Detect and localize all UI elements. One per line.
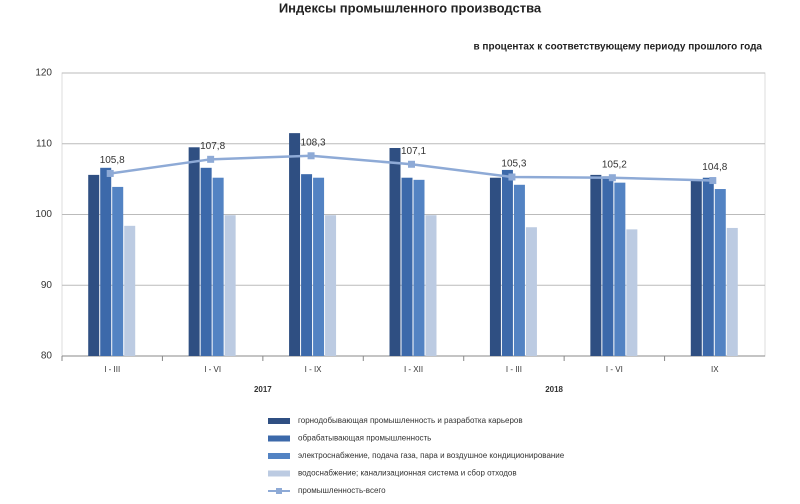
data-label: 107,8 — [200, 141, 225, 152]
bar — [714, 189, 726, 356]
line-marker — [508, 173, 516, 181]
bar — [389, 147, 401, 356]
x-tick-label: I - XII — [404, 365, 423, 374]
data-label: 104,8 — [702, 162, 727, 173]
y-tick-label: 90 — [41, 280, 53, 291]
x-tick-label: I - VI — [606, 365, 623, 374]
x-tick-label: I - III — [506, 365, 522, 374]
bar — [413, 179, 425, 356]
bar — [690, 179, 702, 356]
line-marker — [709, 177, 717, 185]
legend-label: промышленность-всего — [298, 486, 386, 495]
x-group-label: 2018 — [545, 385, 563, 394]
x-tick-label: I - III — [104, 365, 120, 374]
bar — [425, 215, 437, 356]
bar — [112, 186, 124, 356]
bar — [489, 177, 501, 356]
bar — [289, 133, 301, 356]
x-tick-label: IX — [711, 365, 719, 374]
y-tick-label: 110 — [36, 138, 52, 149]
legend-swatch — [268, 470, 290, 477]
bar — [590, 174, 602, 356]
line-marker — [207, 155, 215, 163]
y-tick-label: 100 — [35, 209, 52, 220]
line-marker — [608, 174, 616, 182]
bar — [614, 182, 626, 356]
bar — [188, 147, 200, 356]
legend-label: электроснабжение, подача газа, пара и во… — [298, 451, 565, 460]
y-tick-label: 80 — [41, 351, 53, 362]
data-label: 105,8 — [100, 155, 125, 166]
bar — [224, 215, 236, 356]
x-tick-label: I - IX — [305, 365, 323, 374]
bar — [513, 184, 525, 356]
x-tick-label: I - VI — [204, 365, 221, 374]
legend-swatch — [276, 488, 282, 494]
legend-label: обрабатывающая промышленность — [298, 434, 431, 443]
legend-label: водоснабжение; канализационная система и… — [298, 469, 517, 478]
x-group-label: 2017 — [254, 385, 272, 394]
bar — [726, 227, 738, 356]
bar — [626, 229, 638, 356]
data-label: 107,1 — [401, 146, 426, 157]
bar — [501, 169, 513, 356]
bar — [212, 177, 224, 356]
legend-swatch — [268, 435, 290, 442]
bar — [301, 174, 313, 356]
legend-label: горнодобывающая промышленность и разрабо… — [298, 416, 523, 425]
data-label: 105,3 — [501, 159, 526, 170]
data-label: 108,3 — [301, 137, 326, 148]
bar — [124, 225, 136, 356]
bar — [88, 174, 100, 356]
bar — [325, 215, 337, 356]
data-label: 105,2 — [602, 159, 627, 170]
legend-swatch — [268, 453, 290, 459]
chart-title: Индексы промышленного производства — [279, 0, 542, 15]
y-tick-label: 120 — [35, 68, 52, 79]
line-marker — [106, 169, 114, 177]
bar — [200, 167, 212, 356]
line-marker — [408, 160, 415, 168]
line-marker — [307, 152, 315, 160]
bar — [401, 177, 413, 356]
bar — [100, 167, 112, 356]
bar — [525, 227, 537, 356]
bar — [313, 177, 325, 356]
bar — [602, 176, 614, 356]
legend-swatch — [268, 418, 290, 424]
bar — [702, 177, 714, 356]
chart-subtitle: в процентах к соответствующему периоду п… — [474, 42, 763, 53]
